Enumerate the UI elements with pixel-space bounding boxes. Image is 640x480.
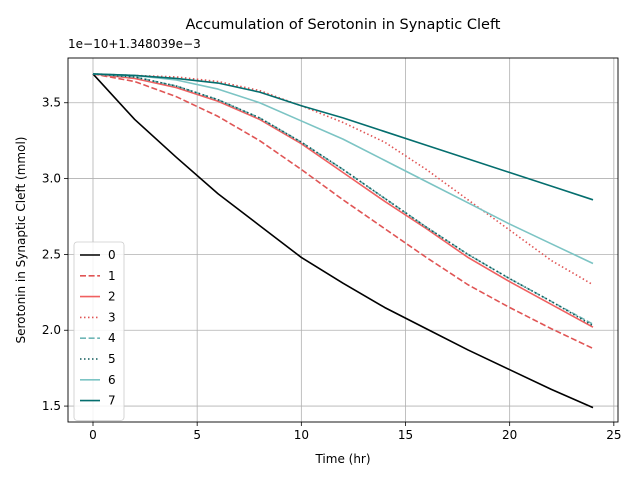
y-tick-label: 2.0: [42, 323, 61, 337]
series-lines: [92, 73, 594, 409]
legend-label: 4: [108, 331, 116, 345]
x-tick-label: 10: [294, 428, 309, 442]
x-tick-label: 0: [89, 428, 97, 442]
series-line-0: [92, 73, 594, 409]
legend-label: 0: [108, 248, 116, 262]
x-axis: 0 5 10 15 20 25: [89, 422, 621, 442]
y-offset-text: 1e−10+1.348039e−3: [68, 37, 201, 51]
x-tick-label: 5: [193, 428, 201, 442]
legend-label: 2: [108, 290, 116, 304]
legend: 0 1 2 3 4 5 6 7: [73, 241, 125, 421]
series-line-6: [92, 73, 594, 265]
x-tick-label: 20: [502, 428, 517, 442]
series-line-5: [92, 73, 594, 327]
chart-title: Accumulation of Serotonin in Synaptic Cl…: [185, 17, 500, 33]
grid: [68, 58, 618, 422]
legend-label: 5: [108, 352, 116, 366]
y-tick-label: 2.5: [42, 247, 61, 261]
legend-label: 1: [108, 269, 116, 283]
x-axis-label: Time (hr): [314, 452, 370, 466]
y-axis: 1.5 2.0 2.5 3.0 3.5: [42, 96, 68, 413]
series-line-7: [92, 73, 594, 201]
y-tick-label: 1.5: [42, 399, 61, 413]
series-line-2: [92, 73, 594, 328]
legend-box: [73, 241, 125, 421]
series-line-4: [92, 73, 594, 325]
y-axis-label: Serotonin in Synaptic Cleft (mmol): [14, 137, 28, 344]
x-tick-label: 25: [606, 428, 621, 442]
plot-frame: [67, 57, 619, 423]
series-line-1: [92, 73, 594, 350]
y-tick-label: 3.0: [42, 172, 61, 186]
legend-label: 6: [108, 373, 116, 387]
series-line-3: [92, 73, 594, 286]
legend-label: 7: [108, 394, 116, 408]
x-tick-label: 15: [398, 428, 413, 442]
y-tick-label: 3.5: [42, 96, 61, 110]
legend-label: 3: [108, 310, 116, 324]
